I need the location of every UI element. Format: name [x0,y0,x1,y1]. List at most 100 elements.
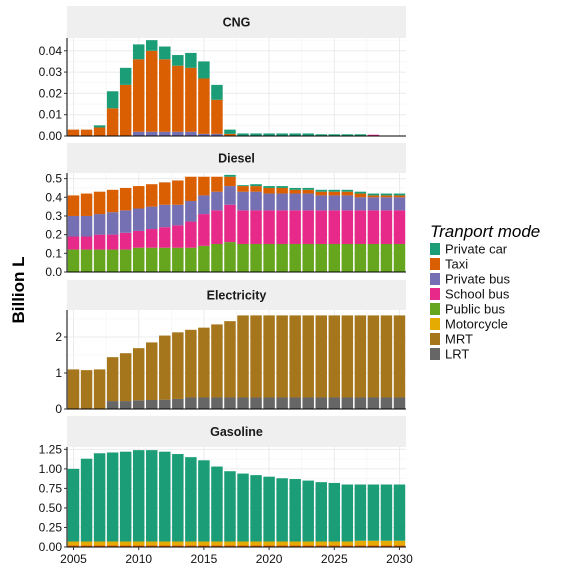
bar-private-car-2020 [263,476,275,542]
bar-private-car-2026 [341,134,354,136]
bar-private-car-2017 [224,471,236,542]
legend-item-private-car: Private car [430,242,508,257]
bar-private-bus-2010 [132,208,145,231]
bar-private-car-2008 [106,91,119,109]
bar-lrt-2022 [289,397,301,409]
y-tick-label: 0.02 [39,86,63,100]
bar-school-bus-2012 [159,227,171,248]
bar-public-bus-2022 [289,243,301,272]
bar-private-car-2015 [198,460,210,542]
bar-taxi-2020 [263,187,275,194]
y-tick-label: 0 [55,402,62,416]
bar-motorcycle-2015 [198,541,210,546]
bar-taxi-2008 [106,108,119,136]
bar-private-car-2018 [237,185,249,187]
panel-title: CNG [223,16,251,30]
bar-private-car-2014 [185,52,197,68]
bar-school-bus-2014 [185,221,197,248]
bar-motorcycle-2022 [289,541,301,546]
bar-public-bus-2023 [302,243,314,272]
bar-private-car-2025 [328,482,341,542]
x-tick-label: 2010 [125,552,152,566]
bar-mrt-2026 [341,315,354,398]
bar-private-car-2020 [263,186,275,188]
bar-school-bus-2005 [67,236,80,250]
bar-mrt-2019 [250,315,262,398]
bar-motorcycle-2021 [276,541,288,546]
y-axis: 0.00 0.01 0.02 0.03 0.04 [39,38,68,143]
bar-public-bus-2005 [67,249,80,272]
bar-motorcycle-2020 [263,541,275,546]
y-tick-label: 0.00 [39,129,63,143]
bar-mrt-2028 [367,315,380,398]
y-tick-label: 0.75 [39,481,63,495]
bar-private-bus-2030 [393,197,406,211]
bar-taxi-2007 [93,127,106,136]
bar-lrt-2013 [172,398,184,409]
y-tick-label: 1.00 [39,462,63,476]
y-tick-label: 0.03 [39,65,63,79]
bar-private-car-2027 [354,484,367,541]
bar-school-bus-2029 [380,210,393,244]
bar-mrt-2008 [106,357,119,402]
bar-private-car-2023 [302,480,314,542]
bar-lrt-2008 [106,401,119,409]
legend-label: Private car [445,242,508,257]
bar-private-bus-2012 [159,204,171,228]
bar-public-bus-2025 [328,243,341,272]
bar-lrt-2028 [367,397,380,409]
y-tick-label: 0.4 [45,190,62,204]
bar-mrt-2012 [159,335,171,400]
bar-private-bus-2025 [328,195,341,211]
bar-private-bus-2008 [106,212,119,235]
legend-swatch [430,348,440,360]
bar-public-bus-2015 [198,245,210,272]
bar-taxi-2016 [211,99,223,134]
legend-swatch [430,318,440,330]
bar-lrt-2021 [276,397,288,409]
legend-item-motorcycle: Motorcycle [430,317,508,332]
bar-mrt-2027 [354,315,367,398]
bar-public-bus-2018 [237,243,249,272]
bar-motorcycle-2019 [250,541,262,546]
bar-taxi-2024 [315,545,327,547]
bar-motorcycle-2025 [328,541,341,546]
bar-private-car-2027 [354,191,367,194]
bar-lrt-2012 [159,399,171,409]
legend-swatch [430,288,440,300]
bar-lrt-2029 [380,397,393,409]
bar-public-bus-2021 [276,243,288,272]
bar-school-bus-2028 [367,210,380,244]
bar-taxi-2006 [80,193,93,216]
bar-lrt-2017 [224,397,236,409]
bar-taxi-2009 [119,84,132,136]
legend-item-mrt: MRT [430,332,473,347]
bar-taxi-2026 [341,545,354,547]
bar-private-bus-2024 [315,195,327,211]
bar-taxi-2016 [211,545,223,547]
bar-public-bus-2011 [146,247,158,272]
bar-taxi-2028 [367,195,380,198]
bar-taxi-2018 [237,545,249,547]
bar-taxi-2016 [211,176,223,192]
bar-mrt-2017 [224,321,236,398]
legend-label: MRT [445,332,473,347]
bar-public-bus-2026 [341,243,354,272]
bar-private-bus-2006 [80,215,93,237]
bar-lrt-2009 [119,401,132,409]
bar-motorcycle-2006 [80,541,93,546]
bar-taxi-2014 [185,67,197,132]
y-tick-label: 1.25 [39,442,63,456]
legend-swatch [430,273,440,285]
bar-private-car-2015 [198,61,210,79]
bar-private-bus-2009 [119,210,132,233]
bar-mrt-2015 [198,327,210,398]
legend-swatch [430,333,440,345]
bar-school-bus-2011 [146,229,158,248]
bar-taxi-2027 [354,545,367,547]
bar-taxi-2005 [67,129,80,136]
bars [67,40,380,136]
bar-private-car-2007 [93,125,106,128]
